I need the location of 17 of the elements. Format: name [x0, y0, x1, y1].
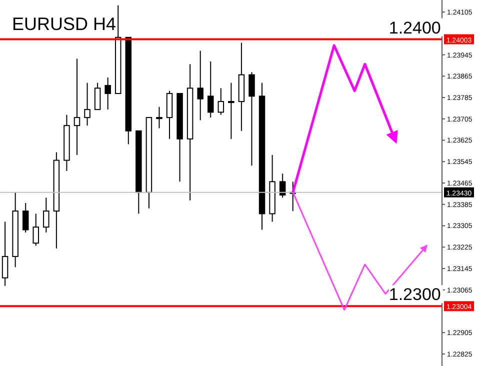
candlestick — [228, 82, 234, 140]
candlestick — [32, 213, 40, 246]
candlestick — [94, 82, 101, 110]
candlestick — [218, 88, 224, 116]
candlestick — [22, 202, 29, 233]
candlestick — [197, 50, 204, 121]
candlestick — [208, 60, 214, 118]
candlestick — [84, 82, 90, 126]
candlestick — [74, 58, 80, 156]
candlestick — [279, 173, 286, 198]
candlestick — [156, 106, 162, 129]
annotation: 1.2400 — [388, 18, 441, 38]
candlestick — [43, 197, 50, 233]
text: EURUSD H4 — [12, 14, 116, 35]
candlestick — [104, 76, 111, 110]
annotation: 1.2300 — [388, 285, 441, 304]
candlestick — [248, 72, 255, 166]
